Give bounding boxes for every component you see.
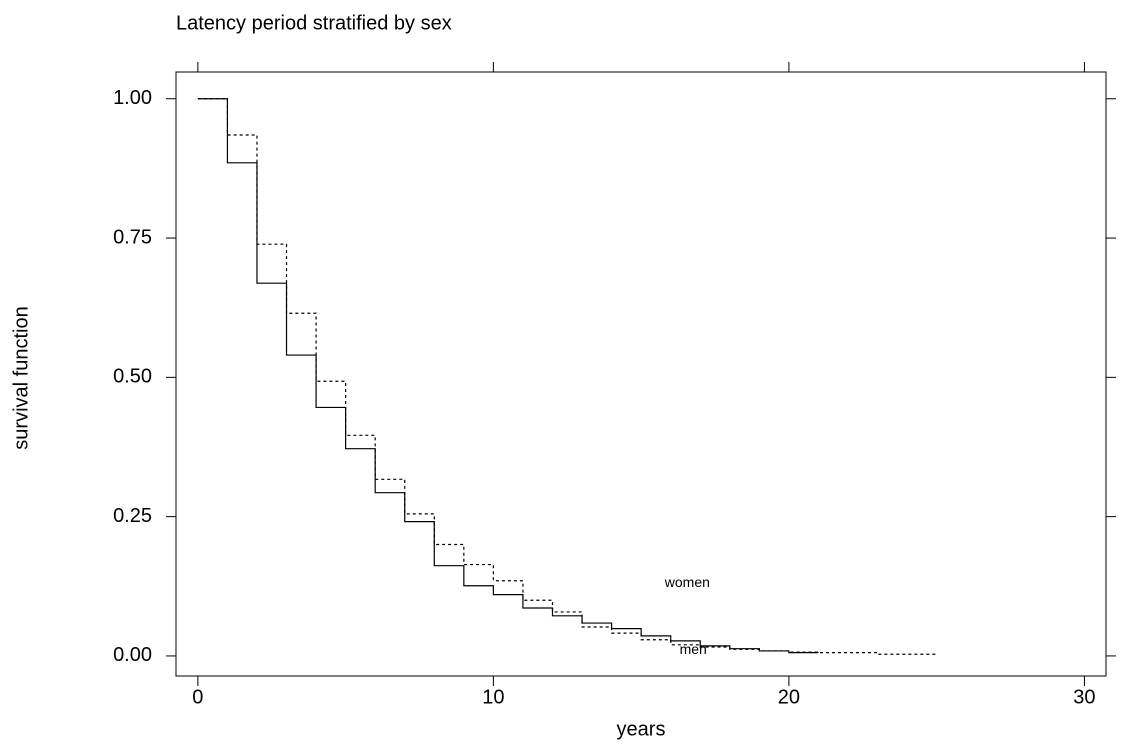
series-label: women — [664, 574, 710, 590]
y-tick-label: 0.00 — [113, 644, 152, 666]
survival-step-line — [197, 98, 819, 654]
y-tick-label: 0.75 — [113, 226, 152, 248]
x-tick-label: 10 — [482, 686, 504, 708]
x-tick-label: 0 — [192, 686, 203, 708]
y-tick-label: 0.25 — [113, 505, 152, 527]
y-tick-label: 0.50 — [113, 366, 152, 388]
plot-frame — [175, 71, 1107, 677]
y-axis-label: survival function — [10, 306, 32, 449]
survival-step-line — [197, 98, 937, 655]
x-tick-label: 30 — [1073, 686, 1095, 708]
chart-title: Latency period stratified by sex — [176, 12, 452, 34]
y-tick-label: 1.00 — [113, 87, 152, 109]
x-tick-label: 20 — [778, 686, 800, 708]
series-label: men — [680, 641, 707, 657]
x-axis-label: years — [617, 718, 666, 740]
